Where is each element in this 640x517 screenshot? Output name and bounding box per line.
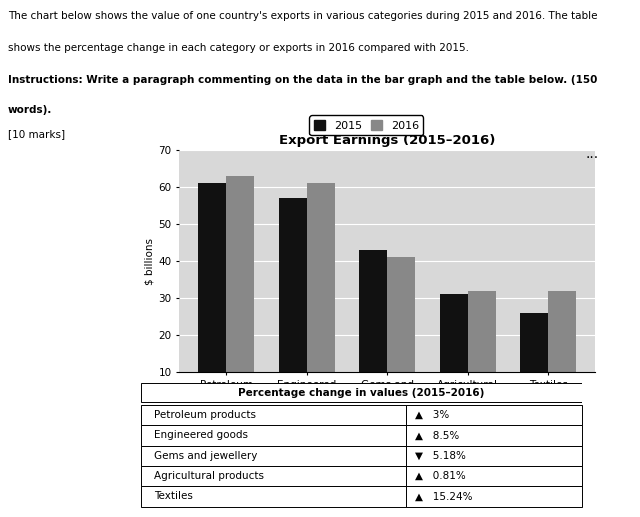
Text: Percentage change in values (2015–2016): Percentage change in values (2015–2016) [239, 388, 484, 398]
Y-axis label: $ billions: $ billions [144, 238, 154, 284]
Bar [387, 257, 415, 409]
Bar [307, 184, 335, 409]
Bar [548, 291, 576, 409]
X-axis label: Product Category: Product Category [333, 407, 442, 417]
Bar [278, 198, 307, 409]
Bar [359, 250, 387, 409]
Text: shows the percentage change in each category or exports in 2016 compared with 20: shows the percentage change in each cate… [8, 43, 468, 53]
Text: ...: ... [585, 147, 598, 161]
Bar [468, 291, 496, 409]
Bar [198, 184, 227, 409]
Bar [440, 295, 468, 409]
Legend: 2015, 2016: 2015, 2016 [309, 115, 424, 135]
Text: The chart below shows the value of one country's exports in various categories d: The chart below shows the value of one c… [8, 11, 597, 21]
Text: Instructions: Write a paragraph commenting on the data in the bar graph and the : Instructions: Write a paragraph commenti… [8, 75, 597, 85]
Title: Export Earnings (2015–2016): Export Earnings (2015–2016) [279, 134, 495, 147]
Text: [10 marks]: [10 marks] [8, 129, 65, 139]
Bar [520, 313, 548, 409]
Bar [227, 176, 255, 409]
Text: words).: words). [8, 105, 52, 115]
FancyBboxPatch shape [141, 383, 582, 402]
